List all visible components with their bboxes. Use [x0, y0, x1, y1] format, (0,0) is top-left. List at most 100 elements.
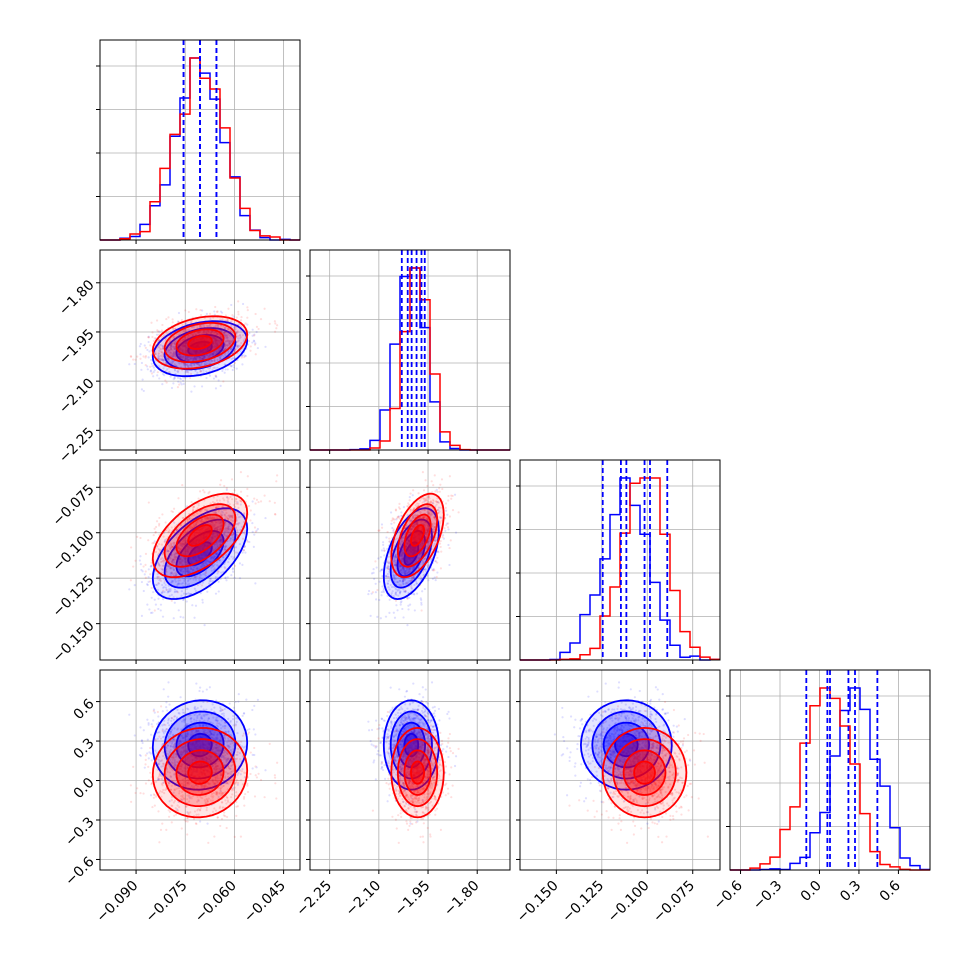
- scatter-point: [239, 471, 243, 474]
- scatter-point: [158, 365, 161, 368]
- scatter-point: [202, 369, 205, 372]
- scatter-point: [233, 576, 236, 579]
- scatter-point: [168, 349, 171, 352]
- scatter-point: [194, 604, 198, 607]
- scatter-point: [223, 331, 226, 334]
- scatter-point: [209, 331, 213, 334]
- scatter-point: [369, 614, 372, 617]
- scatter-point: [224, 314, 227, 317]
- y-tick-label: −0.150: [50, 618, 98, 666]
- scatter-point: [239, 319, 243, 322]
- scatter-point: [412, 592, 415, 596]
- scatter-point: [144, 346, 147, 349]
- scatter-point: [202, 357, 205, 360]
- scatter-point: [205, 312, 208, 315]
- scatter-point: [152, 371, 155, 374]
- scatter-point: [241, 363, 244, 366]
- scatter-point: [185, 357, 188, 360]
- scatter-point: [254, 353, 257, 356]
- scatter-point: [226, 336, 229, 339]
- scatter-point: [172, 353, 175, 356]
- scatter-point: [273, 320, 276, 323]
- scatter-point: [380, 594, 383, 597]
- scatter-point: [179, 348, 183, 351]
- scatter-point: [257, 327, 260, 331]
- scatter-point: [197, 356, 201, 359]
- scatter-point: [133, 362, 136, 366]
- scatter-point: [420, 609, 423, 612]
- scatter-point: [215, 349, 218, 352]
- scatter-point: [191, 357, 194, 360]
- scatter-point: [181, 345, 185, 348]
- scatter-point: [193, 363, 196, 367]
- scatter-point: [194, 369, 197, 372]
- scatter-point: [225, 579, 228, 582]
- scatter-point: [388, 537, 391, 540]
- scatter-point: [214, 305, 217, 309]
- scatter-point: [193, 332, 196, 335]
- scatter-point: [219, 357, 222, 360]
- scatter-point: [233, 349, 236, 353]
- scatter-point: [447, 543, 450, 547]
- scatter-point: [184, 357, 188, 360]
- scatter-point: [216, 344, 219, 347]
- scatter-point: [388, 598, 391, 601]
- scatter-point: [216, 366, 219, 369]
- scatter-point: [165, 317, 168, 321]
- scatter-point: [421, 590, 424, 593]
- scatter-point: [147, 568, 150, 571]
- scatter-point: [276, 474, 279, 477]
- scatter-point: [219, 310, 223, 313]
- scatter-point: [150, 564, 153, 567]
- scatter-point: [218, 341, 222, 344]
- scatter-point: [253, 340, 256, 343]
- scatter-point: [240, 356, 243, 359]
- scatter-point: [238, 344, 241, 347]
- scatter-point: [241, 551, 244, 554]
- scatter-point: [197, 364, 200, 367]
- scatter-point: [199, 364, 202, 367]
- scatter-point: [139, 353, 142, 356]
- scatter-point: [212, 337, 216, 340]
- scatter-point: [178, 353, 181, 356]
- scatter-point: [184, 376, 187, 380]
- scatter-point: [237, 337, 240, 340]
- scatter-point: [133, 584, 136, 587]
- scatter-point: [198, 331, 201, 334]
- scatter-point: [179, 378, 182, 381]
- scatter-point: [200, 326, 203, 329]
- scatter-point: [408, 496, 411, 499]
- scatter-point: [162, 367, 165, 370]
- scatter-point: [223, 484, 226, 488]
- scatter-point: [170, 346, 173, 349]
- scatter-point: [146, 583, 149, 587]
- scatter-point: [172, 351, 176, 354]
- scatter-point: [238, 562, 242, 565]
- y-tick-label: −0.100: [50, 527, 98, 575]
- scatter-point: [199, 356, 202, 359]
- scatter-point: [203, 354, 206, 358]
- scatter-point: [243, 354, 246, 357]
- scatter-point: [241, 563, 244, 566]
- scatter-point: [441, 534, 445, 537]
- scatter-point: [162, 333, 166, 337]
- scatter-point: [152, 590, 155, 594]
- scatter-point: [367, 593, 370, 596]
- scatter-point: [376, 588, 379, 592]
- scatter-point: [224, 347, 228, 350]
- scatter-point: [140, 614, 144, 617]
- scatter-point: [406, 624, 409, 627]
- scatter-point: [136, 535, 139, 538]
- scatter-point: [177, 609, 180, 612]
- scatter-point: [242, 549, 246, 552]
- scatter-point: [268, 322, 271, 325]
- scatter-point: [249, 519, 252, 522]
- scatter-point: [193, 357, 196, 360]
- scatter-point: [181, 344, 184, 348]
- scatter-point: [170, 347, 173, 351]
- scatter-point: [246, 316, 249, 319]
- scatter-point: [235, 367, 238, 370]
- scatter-point: [439, 483, 442, 486]
- scatter-point: [144, 363, 147, 367]
- scatter-point: [203, 356, 206, 359]
